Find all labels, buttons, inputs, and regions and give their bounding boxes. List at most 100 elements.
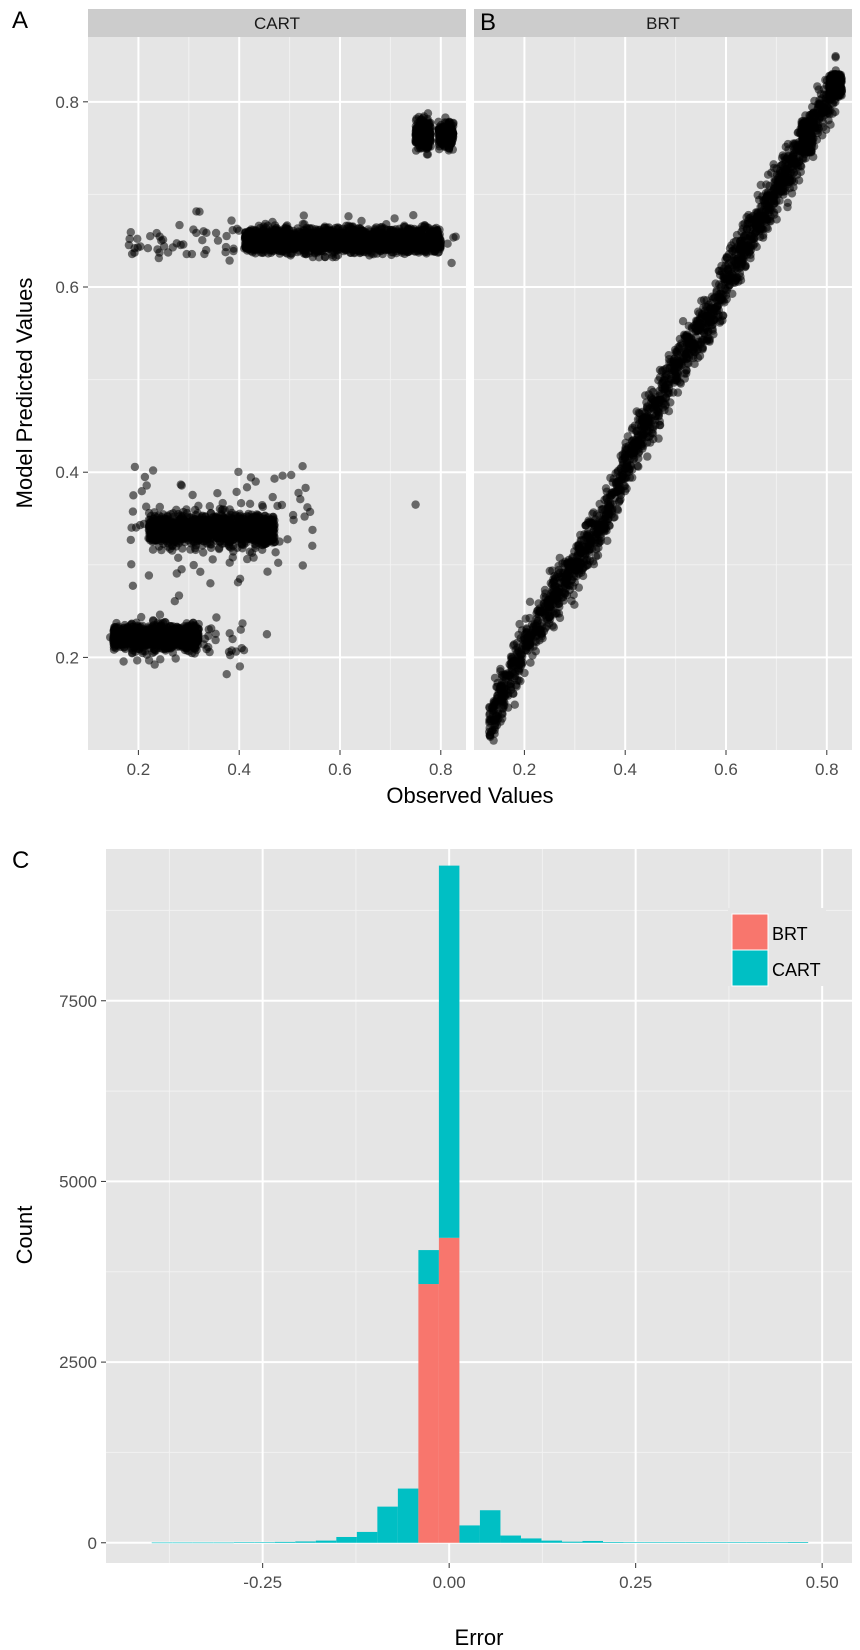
cart-point — [348, 225, 356, 233]
cart-point — [169, 636, 177, 644]
cart-point — [127, 228, 135, 236]
cart-point — [126, 629, 134, 637]
cart-point — [248, 549, 256, 557]
cart-point — [243, 233, 251, 241]
cart-point — [362, 239, 370, 247]
cart-point — [376, 223, 384, 231]
cart-point — [386, 233, 394, 241]
cart-point — [356, 249, 364, 257]
cart-point — [119, 657, 127, 665]
cart-point — [106, 633, 114, 641]
cart-point — [205, 648, 213, 656]
cart-point — [231, 511, 239, 519]
cart-point — [143, 481, 151, 489]
cart-point — [145, 529, 153, 537]
cart-facet-label: CART — [254, 14, 300, 33]
cart-point — [198, 236, 206, 244]
cart-point — [289, 516, 297, 524]
cart-point — [247, 532, 255, 540]
cart-point — [274, 559, 282, 567]
cart-point — [156, 611, 164, 619]
cart-point — [344, 212, 352, 220]
cart-point — [145, 627, 153, 635]
cart-point — [164, 248, 172, 256]
cart-point — [156, 232, 164, 240]
cart-point — [255, 222, 263, 230]
cart-point — [141, 473, 149, 481]
cart-point — [222, 232, 230, 240]
cart-point — [188, 491, 196, 499]
cart-point — [214, 524, 222, 532]
cart-point — [202, 229, 210, 237]
cart-point — [356, 225, 364, 233]
cart-point — [232, 488, 240, 496]
cart-point — [333, 245, 341, 253]
cart-point — [157, 546, 165, 554]
cart-point — [227, 544, 235, 552]
cart-point — [237, 499, 245, 507]
cart-point — [137, 613, 145, 621]
cart-point — [214, 236, 222, 244]
cart-point — [273, 246, 281, 254]
cart-point — [259, 538, 267, 546]
cart-point — [127, 536, 135, 544]
cart-point — [187, 630, 195, 638]
cart-point — [434, 234, 442, 242]
cart-scatter-panel: CART 0.20.40.60.8 0.2 0.4 0.6 0.8 — [55, 9, 466, 779]
cart-point — [370, 237, 378, 245]
cart-point — [175, 221, 183, 229]
cart-point — [207, 540, 215, 548]
cart-point — [181, 646, 189, 654]
cart-point — [339, 232, 347, 240]
cart-point — [161, 645, 169, 653]
cart-point — [192, 511, 200, 519]
cart-point — [161, 515, 169, 523]
cart-point — [175, 591, 183, 599]
cart-point — [287, 471, 295, 479]
cart-point — [234, 468, 242, 476]
cart-point — [275, 537, 283, 545]
cart-point — [278, 472, 286, 480]
cart-point — [129, 582, 137, 590]
cart-point — [420, 141, 428, 149]
cart-point — [200, 250, 208, 258]
cart-point — [173, 569, 181, 577]
cart-point — [152, 646, 160, 654]
cart-point — [205, 625, 213, 633]
cart-point — [183, 250, 191, 258]
cart-point — [211, 636, 219, 644]
cart-point — [177, 480, 185, 488]
cart-point — [128, 250, 136, 258]
cart-point — [190, 520, 198, 528]
cart-point — [299, 561, 307, 569]
cart-point — [153, 521, 161, 529]
cart-point — [225, 256, 233, 264]
cart-point — [244, 513, 252, 521]
cart-point — [155, 254, 163, 262]
cart-point — [213, 489, 221, 497]
cart-point — [222, 243, 230, 251]
cart-point — [377, 237, 385, 245]
cart-point — [225, 648, 233, 656]
cart-point — [215, 545, 223, 553]
cart-point — [168, 531, 176, 539]
cart-point — [194, 502, 202, 510]
cart-point — [272, 226, 280, 234]
cart-point — [187, 539, 195, 547]
cart-point — [414, 131, 422, 139]
cart-point — [223, 670, 231, 678]
cart-point — [188, 637, 196, 645]
cart-point — [136, 242, 144, 250]
cart-point — [449, 233, 457, 241]
cart-point — [421, 239, 429, 247]
cart-point — [283, 535, 291, 543]
cart-point — [436, 244, 444, 252]
cart-point — [144, 244, 152, 252]
cart-point — [321, 253, 329, 261]
cart-point — [156, 655, 164, 663]
cart-point — [270, 475, 278, 483]
cart-point — [196, 568, 204, 576]
cart-point — [426, 230, 434, 238]
cart-point — [236, 662, 244, 670]
cart-point — [447, 259, 455, 267]
